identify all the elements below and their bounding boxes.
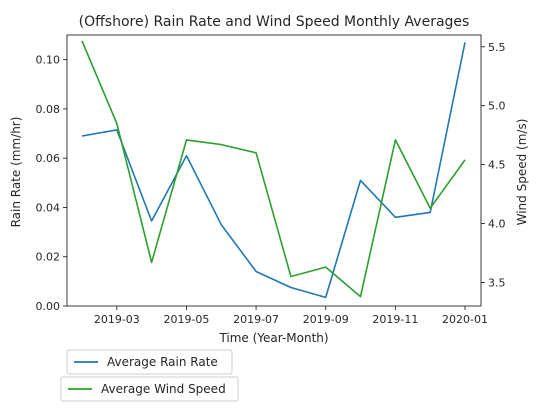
left-y-tick-label: 0.04 xyxy=(36,201,61,214)
x-tick-label: 2019-05 xyxy=(163,313,209,326)
right-y-tick-label: 4.5 xyxy=(488,159,506,172)
x-axis-label: Time (Year-Month) xyxy=(218,331,328,345)
chart-title: (Offshore) Rain Rate and Wind Speed Mont… xyxy=(79,14,470,30)
left-y-tick-label: 0.02 xyxy=(36,251,61,264)
right-y-tick-label: 5.0 xyxy=(488,100,506,113)
x-tick-label: 2020-01 xyxy=(442,313,488,326)
x-tick-label: 2019-09 xyxy=(303,313,349,326)
left-y-tick-label: 0.08 xyxy=(36,103,61,116)
legend-rain-rate-label: Average Rain Rate xyxy=(107,355,218,369)
right-y-axis-label: Wind Speed (m/s) xyxy=(515,119,529,226)
plot-area xyxy=(82,41,465,298)
left-y-tick-label: 0.00 xyxy=(36,300,61,313)
x-tick-label: 2019-11 xyxy=(372,313,418,326)
legend-rain-rate: Average Rain Rate xyxy=(67,350,232,374)
axes: 2019-03 2019-05 2019-07 2019-09 2019-11 2020-… xyxy=(36,35,506,326)
x-tick-label: 2019-03 xyxy=(94,313,140,326)
right-y-tick-label: 4.0 xyxy=(488,218,506,231)
left-y-tick-label: 0.10 xyxy=(36,54,61,67)
right-y-tick-label: 5.5 xyxy=(488,41,506,54)
legend-wind-speed-label: Average Wind Speed xyxy=(101,382,226,396)
right-y-tick-label: 3.5 xyxy=(488,276,506,289)
x-tick-label: 2019-07 xyxy=(233,313,279,326)
series-line-wind-speed xyxy=(82,41,465,297)
legend-wind-speed: Average Wind Speed xyxy=(61,377,238,401)
left-y-axis-label: Rain Rate (mm/hr) xyxy=(9,117,23,228)
left-y-tick-label: 0.06 xyxy=(36,152,61,165)
series-line-rain-rate xyxy=(82,42,465,297)
